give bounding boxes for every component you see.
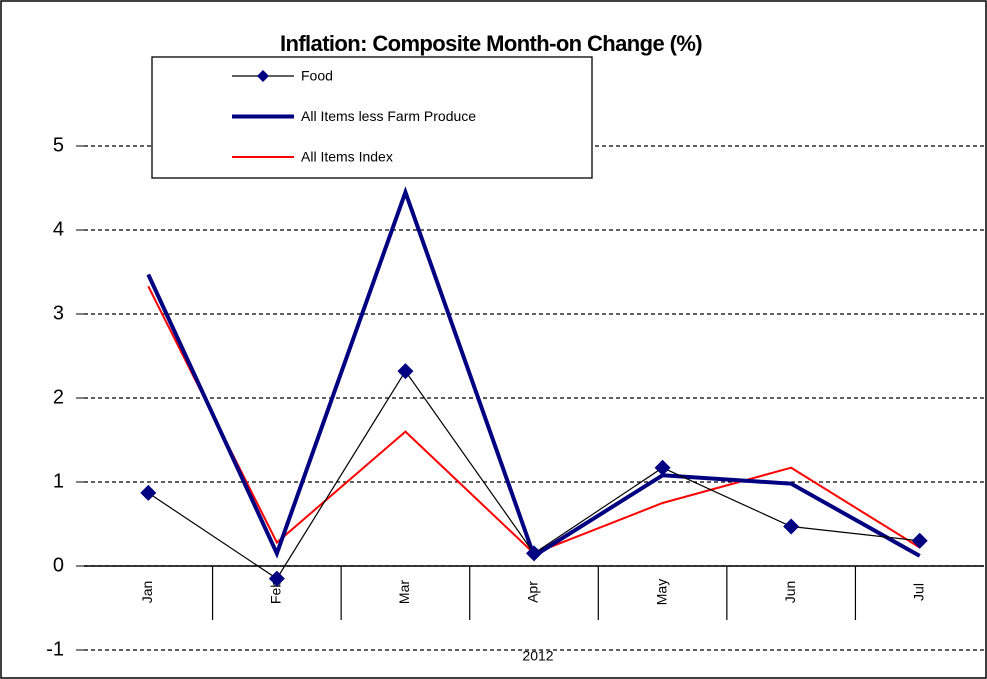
- chart-title: Inflation: Composite Month-on Change (%): [280, 31, 702, 56]
- legend-label: Food: [301, 68, 333, 84]
- y-tick-label: 2: [53, 386, 64, 408]
- legend-box: [151, 56, 593, 179]
- point-marker: [526, 545, 542, 562]
- point-marker: [911, 532, 928, 549]
- y-tick-label: -1: [46, 638, 64, 660]
- group-label: 2012: [522, 648, 553, 664]
- y-tick-label: 4: [53, 218, 64, 240]
- point-marker: [268, 570, 285, 587]
- legend-label: All Items less Farm Produce: [301, 108, 476, 124]
- y-tick-label: 3: [53, 302, 64, 324]
- legend-label: All Items Index: [301, 149, 393, 165]
- x-tick-label: Apr: [525, 581, 541, 603]
- x-tick-label: Jan: [139, 581, 155, 604]
- y-tick-label: 0: [53, 554, 64, 576]
- point-marker: [140, 484, 157, 501]
- x-tick-label: Feb: [268, 580, 284, 604]
- point-marker: [783, 518, 800, 535]
- y-tick-label: 5: [53, 134, 64, 156]
- x-tick-label: May: [653, 579, 669, 605]
- x-tick-label: Jul: [910, 583, 926, 601]
- point-marker: [654, 459, 671, 476]
- point-marker: [397, 363, 414, 380]
- x-tick-label: Mar: [396, 580, 412, 604]
- legend-marker: [257, 70, 269, 82]
- y-tick-label: 1: [53, 470, 64, 492]
- x-tick-label: Jun: [782, 581, 798, 604]
